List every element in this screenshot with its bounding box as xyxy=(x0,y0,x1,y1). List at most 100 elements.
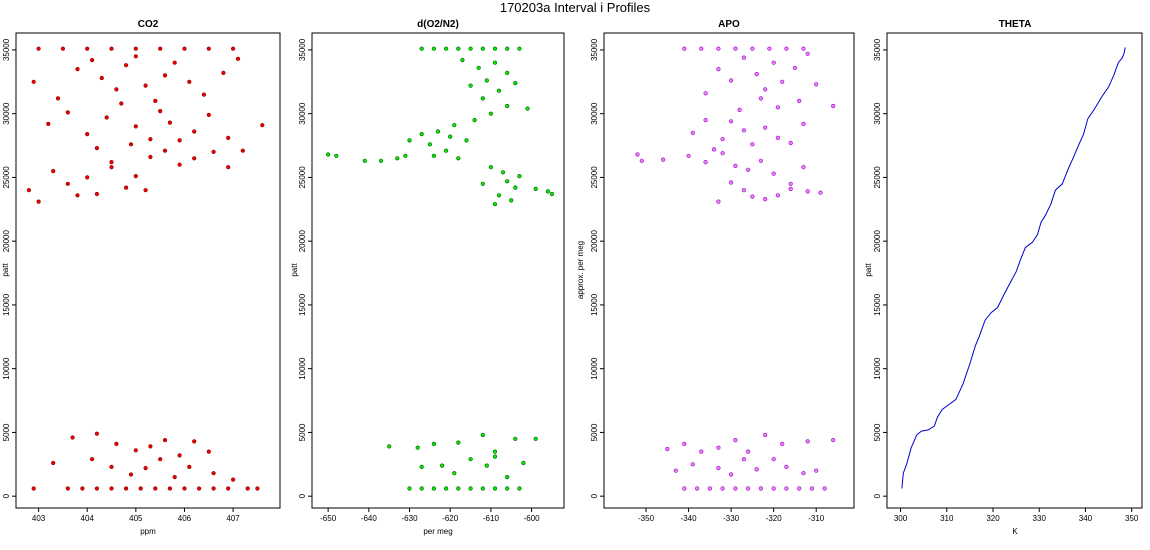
y-tick-label: 25000 xyxy=(873,166,882,189)
y-tick-label: 35000 xyxy=(873,38,882,61)
data-point xyxy=(211,149,216,154)
data-point xyxy=(109,464,114,470)
data-point xyxy=(784,464,789,470)
data-point xyxy=(805,189,810,194)
x-tick-label: -340 xyxy=(681,514,698,523)
data-point xyxy=(46,121,51,126)
data-point xyxy=(94,431,99,436)
data-point xyxy=(162,438,168,443)
panel-title-apo: APO xyxy=(718,19,740,30)
x-tick-label: -310 xyxy=(808,514,825,523)
data-point xyxy=(65,110,70,115)
data-point xyxy=(468,486,473,491)
data-point xyxy=(733,163,738,168)
data-point xyxy=(456,156,461,161)
data-point xyxy=(36,199,41,204)
data-point xyxy=(128,142,134,147)
data-point xyxy=(235,56,241,61)
data-point xyxy=(378,158,384,163)
data-point xyxy=(440,463,445,468)
data-point xyxy=(128,472,134,477)
data-point xyxy=(682,486,687,491)
data-point xyxy=(431,153,437,158)
data-point xyxy=(148,154,153,160)
data-point xyxy=(435,129,441,134)
data-point xyxy=(716,66,721,72)
data-point xyxy=(492,486,498,491)
data-point xyxy=(221,70,226,75)
data-point xyxy=(780,441,785,447)
data-point xyxy=(407,486,412,491)
data-point xyxy=(711,147,717,152)
data-point xyxy=(720,486,725,491)
y-tick-label: 35000 xyxy=(590,38,599,61)
plot-frame-theta xyxy=(886,32,1143,509)
data-point xyxy=(431,441,437,447)
data-point xyxy=(716,466,721,471)
data-point xyxy=(750,194,755,199)
data-point xyxy=(750,46,755,51)
data-point xyxy=(745,486,751,491)
x-tick-label: 405 xyxy=(129,514,143,523)
data-point xyxy=(788,186,793,191)
y-tick-label: 10000 xyxy=(590,357,599,380)
data-point xyxy=(758,158,764,163)
data-point xyxy=(334,153,339,158)
x-tick-label: 320 xyxy=(986,514,1000,523)
data-point xyxy=(444,46,449,51)
data-point xyxy=(682,46,687,51)
data-point xyxy=(109,486,114,491)
data-point xyxy=(387,444,392,449)
data-point xyxy=(172,475,177,480)
y-tick-label: 15000 xyxy=(2,293,11,316)
data-point xyxy=(427,142,433,147)
data-point xyxy=(231,477,236,482)
data-point xyxy=(716,199,721,204)
theta-profile-line xyxy=(901,47,1126,489)
data-point xyxy=(635,152,640,157)
data-point xyxy=(737,107,742,112)
data-point xyxy=(492,454,498,459)
y-tick-label: 5000 xyxy=(873,423,882,441)
data-point xyxy=(686,153,691,158)
panel-theta: THETA K patt 300 310 320 330 340 350 0 5000 1000… xyxy=(864,19,1143,536)
x-tick-label: 406 xyxy=(178,514,192,523)
data-point xyxy=(771,60,776,65)
data-point xyxy=(123,63,129,68)
data-point xyxy=(517,174,522,179)
data-point xyxy=(750,142,755,147)
data-point xyxy=(673,468,678,473)
data-point xyxy=(158,457,163,462)
data-point xyxy=(728,119,734,124)
y-axis-label-apo: approx. per meg xyxy=(576,241,585,299)
data-point xyxy=(818,190,823,195)
data-point xyxy=(728,78,734,83)
data-point xyxy=(513,80,518,86)
data-point xyxy=(143,83,148,88)
data-point xyxy=(809,486,815,491)
data-point xyxy=(728,472,734,477)
data-point xyxy=(784,46,789,51)
data-point xyxy=(801,46,806,51)
data-point xyxy=(801,165,806,170)
data-point xyxy=(177,138,182,143)
data-point xyxy=(775,135,781,140)
data-point xyxy=(444,486,449,491)
data-point xyxy=(480,432,485,438)
data-point xyxy=(788,140,793,146)
data-point xyxy=(720,151,725,156)
data-point xyxy=(758,96,764,101)
data-point xyxy=(444,148,449,153)
data-point xyxy=(167,120,172,125)
data-point xyxy=(509,198,514,203)
data-point xyxy=(533,436,538,441)
data-point xyxy=(545,189,551,194)
data-point xyxy=(70,435,75,440)
data-point xyxy=(716,445,721,450)
y-tick-label: 20000 xyxy=(298,230,307,253)
data-point xyxy=(763,432,768,438)
data-point xyxy=(517,46,522,51)
data-point xyxy=(36,46,41,51)
